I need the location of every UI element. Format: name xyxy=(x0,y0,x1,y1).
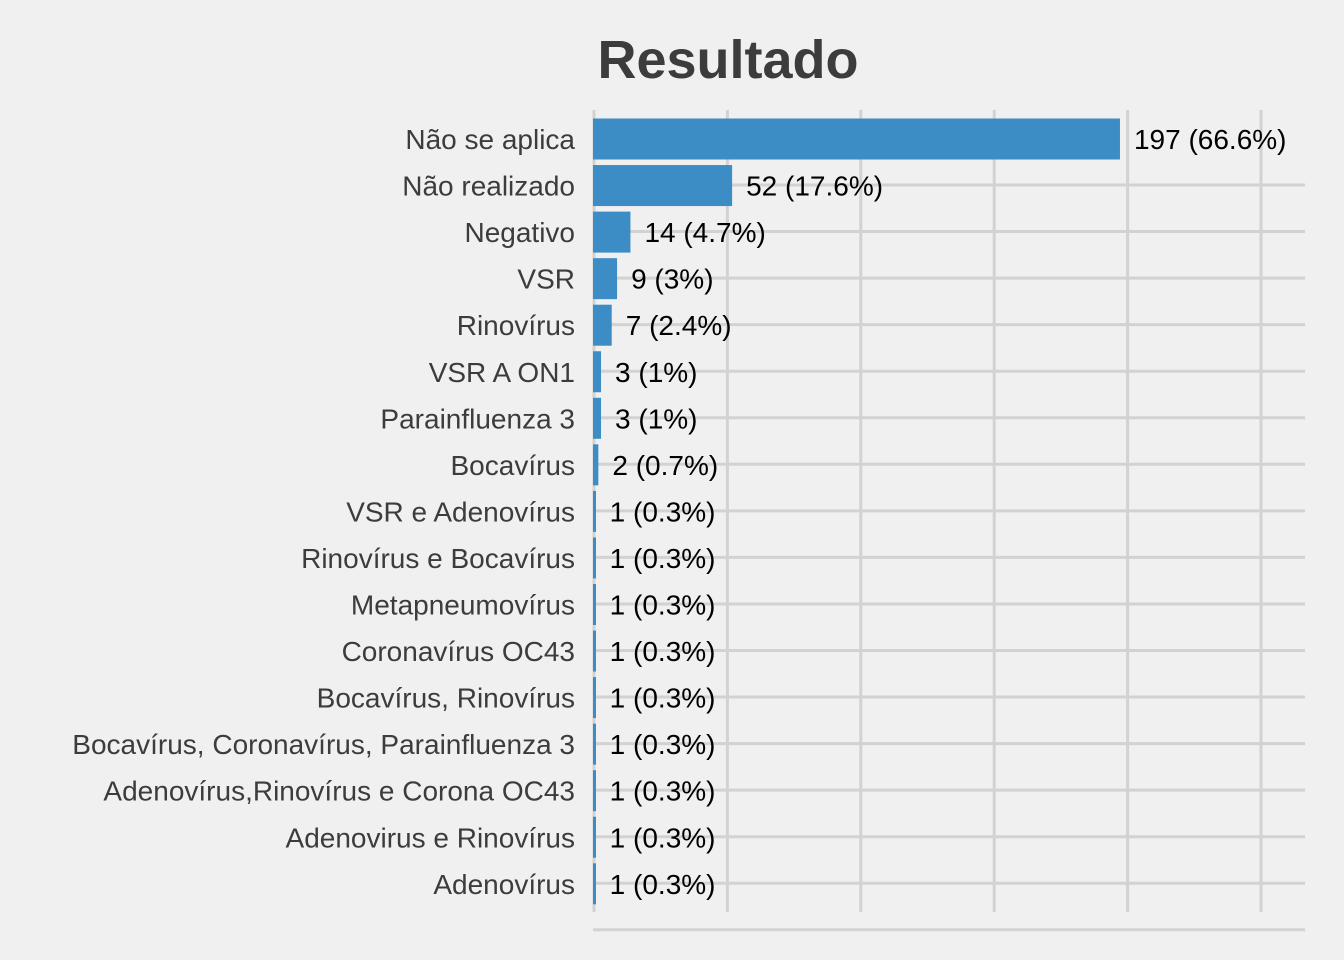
data-label: 2 (0.7%) xyxy=(612,450,718,481)
bar xyxy=(593,630,596,672)
category-label: Rinovírus xyxy=(457,310,575,341)
category-label: VSR e Adenovírus xyxy=(346,496,575,527)
bar xyxy=(593,537,596,579)
bar xyxy=(593,723,596,765)
bar xyxy=(593,304,612,346)
category-label: Rinovírus e Bocavírus xyxy=(301,543,575,574)
bar xyxy=(593,118,1120,160)
bar xyxy=(593,165,733,207)
data-label: 1 (0.3%) xyxy=(610,683,716,714)
data-label: 1 (0.3%) xyxy=(610,822,716,853)
data-label: 1 (0.3%) xyxy=(610,776,716,807)
category-label: Não se aplica xyxy=(405,124,575,155)
data-label: 1 (0.3%) xyxy=(610,636,716,667)
category-label: Coronavírus OC43 xyxy=(342,636,575,667)
data-label: 3 (1%) xyxy=(615,357,697,388)
category-label: Adenovírus,Rinovírus e Corona OC43 xyxy=(103,776,575,807)
category-label: Parainfluenza 3 xyxy=(380,403,575,434)
data-label: 1 (0.3%) xyxy=(610,543,716,574)
data-label: 3 (1%) xyxy=(615,403,697,434)
category-label: Não realizado xyxy=(402,171,575,202)
category-label: Adenovírus xyxy=(433,869,575,900)
bar xyxy=(593,211,631,253)
category-label: Bocavírus, Rinovírus xyxy=(317,683,575,714)
category-label: Negativo xyxy=(464,217,575,248)
data-label: 1 (0.3%) xyxy=(610,729,716,760)
data-labels: 197 (66.6%) 52 (17.6%) 14 (4.7%) 9 (3%) 7 (2… xyxy=(610,124,1287,900)
category-labels: Não se aplica Não realizado Negativo VSR Rin… xyxy=(72,124,575,900)
data-label: 1 (0.3%) xyxy=(610,590,716,621)
data-label: 9 (3%) xyxy=(631,264,713,295)
data-label: 197 (66.6%) xyxy=(1134,124,1287,155)
category-label: Bocavírus xyxy=(451,450,576,481)
bar xyxy=(593,816,596,858)
data-label: 14 (4.7%) xyxy=(644,217,765,248)
bar xyxy=(593,444,599,486)
category-label: Bocavírus, Coronavírus, Parainfluenza 3 xyxy=(72,729,575,760)
bar xyxy=(593,584,596,625)
category-label: VSR xyxy=(517,264,575,295)
bar xyxy=(593,677,596,719)
category-label: VSR A ON1 xyxy=(429,357,575,388)
grid xyxy=(592,110,1305,932)
data-label: 52 (17.6%) xyxy=(746,171,883,202)
category-label: Adenovirus e Rinovírus xyxy=(286,822,575,853)
data-label: 7 (2.4%) xyxy=(626,310,732,341)
bar xyxy=(593,490,596,532)
data-label: 1 (0.3%) xyxy=(610,869,716,900)
bar xyxy=(593,770,596,812)
bars xyxy=(593,118,1120,905)
data-label: 1 (0.3%) xyxy=(610,496,716,527)
bar xyxy=(593,397,602,439)
bar xyxy=(593,351,602,393)
category-label: Metapneumovírus xyxy=(351,590,575,621)
bar xyxy=(593,863,596,905)
bar xyxy=(593,258,618,300)
chart-title: Resultado xyxy=(597,30,858,90)
